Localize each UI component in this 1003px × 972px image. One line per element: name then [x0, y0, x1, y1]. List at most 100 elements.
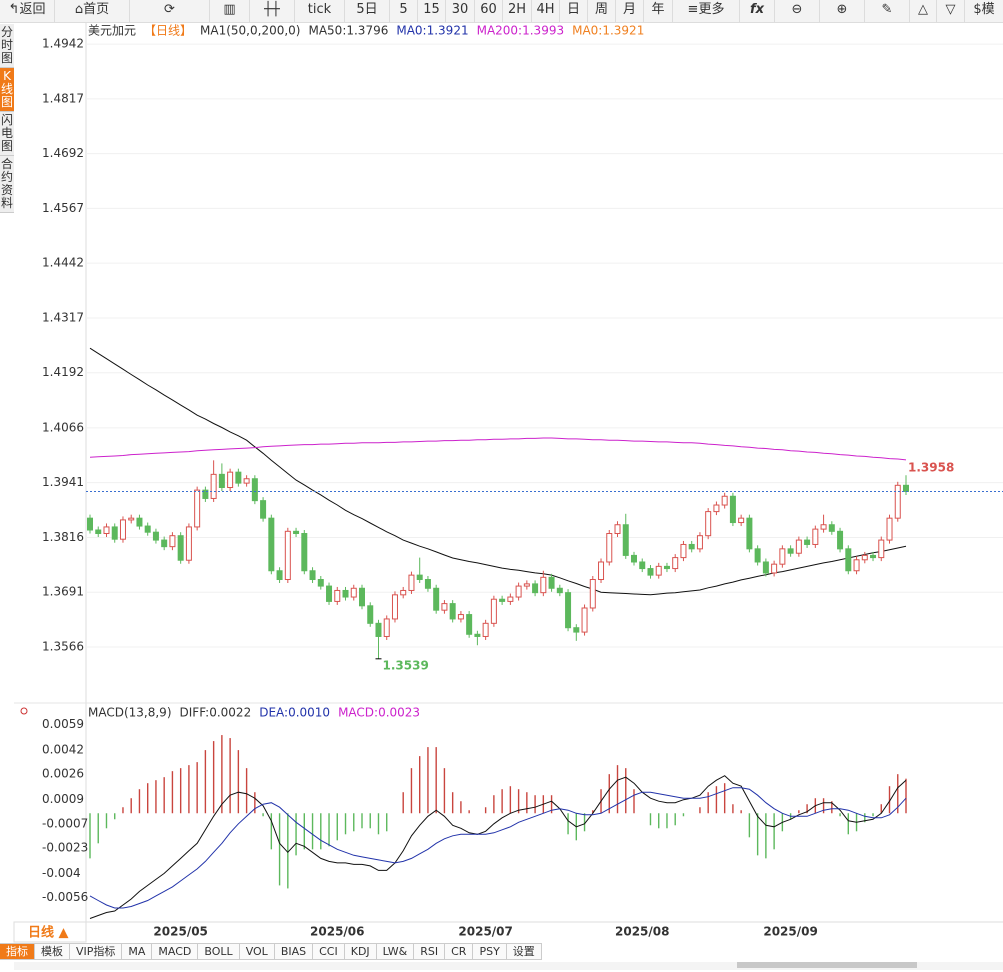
period-button[interactable]: 5日	[345, 0, 390, 22]
indicator-tab[interactable]: 模板	[35, 943, 70, 960]
label: 首页	[83, 2, 110, 17]
settings-icon	[20, 707, 28, 715]
zoom-out-button[interactable]: ⊖	[775, 0, 820, 22]
candle-body	[523, 583, 530, 587]
candle-body	[383, 618, 390, 637]
candle-body	[894, 484, 901, 519]
y-tick-label: 1.4942	[42, 37, 84, 51]
candle-body	[721, 495, 728, 506]
y-tick-label: -0.0007	[42, 816, 88, 830]
label: 更多	[698, 2, 725, 17]
candle-body	[359, 587, 365, 607]
period-button[interactable]: 4H	[532, 0, 560, 22]
candle-body	[235, 471, 242, 484]
indicator-tab[interactable]: VIP指标	[70, 943, 123, 960]
period-button[interactable]: 2H	[503, 0, 532, 22]
candle-body	[548, 576, 555, 589]
candle-body	[466, 614, 473, 635]
template-button[interactable]: $模	[973, 2, 995, 17]
home-button[interactable]: ⌂首页	[55, 0, 130, 22]
indicator-tab[interactable]: CR	[445, 943, 474, 960]
candle-body	[111, 526, 118, 540]
indicator-tab[interactable]: BIAS	[274, 943, 314, 960]
candle-body	[243, 478, 250, 484]
candle-body	[663, 565, 670, 570]
candle-body	[185, 526, 192, 561]
candle-body	[581, 607, 588, 633]
draw-button[interactable]: ✎	[865, 0, 910, 22]
candle-body	[754, 548, 761, 563]
indicator-tab[interactable]: KDJ	[344, 943, 377, 960]
candle-body	[433, 587, 440, 611]
candle-body	[515, 585, 522, 598]
period-button[interactable]: 15	[418, 0, 446, 22]
indicator-line	[89, 437, 907, 461]
candle-body	[400, 589, 407, 596]
candle-body	[853, 559, 860, 572]
period-button[interactable]: 年	[644, 0, 673, 22]
side-tab[interactable]: 分时图	[0, 24, 14, 68]
side-tab[interactable]: 闪电图	[0, 112, 14, 156]
indicator-tab[interactable]: 设置	[506, 943, 542, 960]
candle-body	[507, 596, 514, 602]
candle-body	[647, 568, 654, 576]
period-button[interactable]: 60	[475, 0, 503, 22]
candle-button[interactable]: ┼┼	[250, 0, 295, 22]
candle-body	[499, 598, 506, 602]
candle-body	[301, 533, 308, 572]
y-tick-label: 0.0009	[42, 792, 84, 806]
period-button[interactable]: 周	[588, 0, 616, 22]
candle-body	[771, 563, 778, 574]
period-button[interactable]: 日	[560, 0, 588, 22]
candle-body	[391, 594, 398, 620]
legend-item: 美元加元	[88, 24, 136, 38]
candle-body	[746, 517, 753, 550]
candle-body	[103, 526, 110, 535]
period-button[interactable]: 30	[446, 0, 475, 22]
candle-body	[218, 473, 225, 489]
y-tick-label: 1.4192	[42, 365, 84, 379]
down-button[interactable]: ▽	[937, 0, 965, 22]
candle-body	[688, 543, 695, 550]
y-tick-label: 1.3941	[42, 475, 84, 489]
indicator-tab[interactable]: 指标	[0, 943, 35, 960]
indicator-tab[interactable]: LW&	[376, 943, 415, 960]
candle-body	[95, 529, 102, 535]
indicator-tab[interactable]: CCI	[313, 943, 345, 960]
indicator-tab[interactable]: MA	[122, 943, 153, 960]
y-tick-label: 1.4567	[42, 201, 84, 215]
fx-button[interactable]: fx	[740, 0, 775, 22]
period-button[interactable]: 5	[390, 0, 418, 22]
candle-body	[144, 525, 151, 533]
candle-body	[309, 570, 316, 581]
bar-button[interactable]: ▥	[210, 0, 250, 22]
candle-body	[878, 539, 885, 559]
more-button[interactable]: ≡更多	[673, 0, 740, 22]
up-button[interactable]: △	[910, 0, 937, 22]
candle-body	[565, 592, 572, 629]
candle-body	[532, 583, 539, 594]
candle-body	[820, 524, 827, 530]
candle-body	[457, 614, 464, 620]
legend-item: MACD(13,8,9)	[88, 706, 172, 720]
period-button[interactable]: 月	[616, 0, 644, 22]
indicator-tab[interactable]: PSY	[473, 943, 507, 960]
indicator-tab[interactable]: RSI	[414, 943, 446, 960]
indicator-line	[89, 347, 907, 596]
refresh-button[interactable]: ⟳	[130, 0, 210, 22]
indicator-tab[interactable]: MACD	[152, 943, 199, 960]
candle-body	[762, 561, 769, 574]
candle-body	[441, 603, 448, 611]
candle-body	[449, 603, 456, 620]
candle-body	[713, 504, 720, 513]
tick-button[interactable]: tick	[295, 0, 345, 22]
back-button[interactable]: ↰返回	[0, 0, 55, 22]
indicator-tab[interactable]: BOLL	[198, 943, 240, 960]
legend-item: MA0:1.3921	[396, 24, 468, 38]
side-tab[interactable]: K线图	[0, 68, 14, 112]
indicator-tab[interactable]: VOL	[239, 943, 275, 960]
y-tick-label: 1.4442	[42, 256, 84, 270]
zoom-in-button[interactable]: ⊕	[820, 0, 865, 22]
side-tab[interactable]: 合约资料	[0, 156, 14, 213]
